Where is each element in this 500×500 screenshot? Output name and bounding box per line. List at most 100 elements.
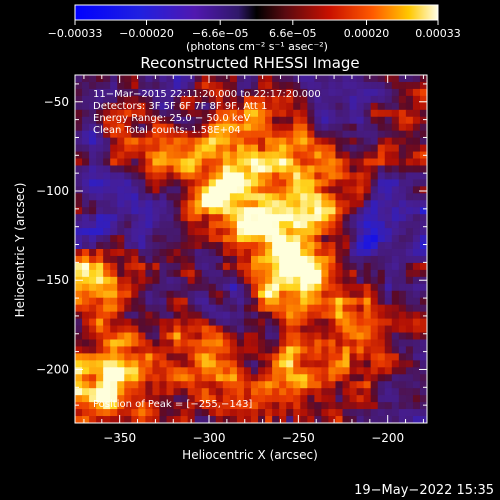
heatmap-cell <box>279 88 287 97</box>
heatmap-cell <box>194 102 203 111</box>
heatmap-cell <box>342 179 351 187</box>
heatmap-cell <box>328 81 337 90</box>
heatmap-cell <box>293 395 301 403</box>
heatmap-cell <box>173 388 182 396</box>
heatmap-cell <box>398 221 407 229</box>
heatmap-cell <box>391 325 400 334</box>
heatmap-cell <box>377 304 386 313</box>
heatmap-cell <box>272 228 280 236</box>
heatmap-cell <box>377 144 386 153</box>
heatmap-cell <box>363 353 372 361</box>
heatmap-cell <box>398 249 407 257</box>
heatmap-cell <box>328 221 337 229</box>
heatmap-cell <box>187 395 196 403</box>
heatmap-cell <box>229 207 238 215</box>
heatmap-cell <box>272 193 280 201</box>
heatmap-cell <box>229 81 238 90</box>
heatmap-cell <box>328 186 337 194</box>
heatmap-cell <box>293 381 301 389</box>
heatmap-cell <box>138 311 146 320</box>
heatmap-cell <box>370 290 379 299</box>
heatmap-cell <box>187 123 196 132</box>
heatmap-cell <box>300 109 308 118</box>
heatmap-cell <box>173 416 182 423</box>
heatmap-cell <box>145 221 154 229</box>
heatmap-cell <box>419 165 427 174</box>
heatmap-cell <box>208 374 217 382</box>
heatmap-cell <box>377 165 386 174</box>
heatmap-cell <box>222 172 231 180</box>
heatmap-cell <box>349 88 358 97</box>
heatmap-cell <box>286 151 294 160</box>
heatmap-cell <box>96 151 104 160</box>
heatmap-cell <box>370 402 379 410</box>
heatmap-cell <box>187 353 196 361</box>
heatmap-cell <box>138 353 146 361</box>
heatmap-cell <box>117 381 125 389</box>
heatmap-cell <box>286 346 294 354</box>
heatmap-cell <box>222 283 231 292</box>
heatmap-cell <box>307 276 315 285</box>
heatmap-cell <box>398 214 407 222</box>
heatmap-cell <box>398 158 407 167</box>
heatmap-cell <box>215 360 224 368</box>
heatmap-cell <box>110 318 118 327</box>
heatmap-cell <box>258 242 266 250</box>
heatmap-cell <box>236 116 245 125</box>
heatmap-cell <box>222 158 231 167</box>
heatmap-cell <box>384 144 393 153</box>
heatmap-cell <box>342 318 351 327</box>
heatmap-cell <box>307 109 315 118</box>
heatmap-cell <box>286 75 294 83</box>
heatmap-cell <box>363 255 372 264</box>
heatmap-cell <box>419 269 427 278</box>
heatmap-cell <box>236 402 245 410</box>
heatmap-cell <box>110 409 118 417</box>
heatmap-cell <box>286 249 294 257</box>
heatmap-cell <box>293 172 301 180</box>
heatmap-cell <box>251 262 259 271</box>
x-tick-label: −350 <box>103 431 136 445</box>
heatmap-cell <box>222 255 231 264</box>
colorbar <box>74 4 439 21</box>
heatmap-cell <box>391 158 400 167</box>
heatmap-cell <box>173 186 182 194</box>
heatmap-cell <box>286 409 294 417</box>
heatmap-cell <box>279 290 287 299</box>
heatmap-cell <box>243 367 252 375</box>
heatmap-cell <box>398 123 407 132</box>
heatmap-cell <box>236 95 245 104</box>
heatmap-cell <box>187 235 196 243</box>
heatmap-cell <box>166 283 175 292</box>
heatmap-cell <box>138 242 146 250</box>
heatmap-cell <box>201 304 210 313</box>
heatmap-cell <box>131 172 139 180</box>
heatmap-cell <box>208 158 217 167</box>
heatmap-cell <box>307 381 315 389</box>
heatmap-cell <box>187 269 196 278</box>
heatmap-cell <box>89 381 97 389</box>
heatmap-cell <box>384 255 393 264</box>
heatmap-cell <box>258 395 266 403</box>
heatmap-cell <box>391 262 400 271</box>
heatmap-cell <box>314 304 322 313</box>
heatmap-cell <box>251 283 259 292</box>
heatmap-cell <box>236 374 245 382</box>
heatmap-cell <box>229 367 238 375</box>
heatmap-cell <box>124 109 132 118</box>
heatmap-cell <box>398 207 407 215</box>
heatmap-cell <box>236 360 245 368</box>
heatmap-cell <box>110 75 118 83</box>
heatmap-cell <box>342 158 351 167</box>
heatmap-cell <box>349 95 358 104</box>
heatmap-cell <box>117 332 125 341</box>
heatmap-cell <box>251 193 259 201</box>
heatmap-cell <box>243 332 252 341</box>
heatmap-cell <box>131 165 139 174</box>
heatmap-cell <box>391 95 400 104</box>
heatmap-cell <box>342 207 351 215</box>
heatmap-cell <box>356 116 365 125</box>
heatmap-cell <box>117 123 125 132</box>
heatmap-cell <box>279 367 287 375</box>
heatmap-cell <box>131 144 139 153</box>
